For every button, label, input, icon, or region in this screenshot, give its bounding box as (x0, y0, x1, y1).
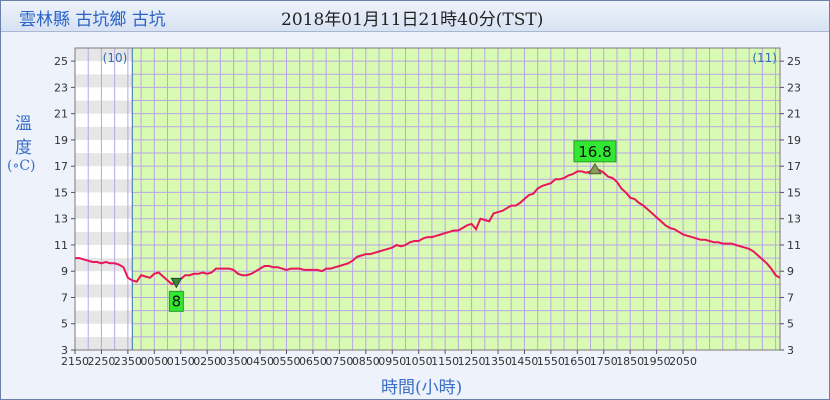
y-tick-label-left: 19 (54, 134, 68, 147)
y-tick-label-left: 21 (54, 108, 68, 121)
observation-time: 2018年01月11日21時40分(TST) (281, 10, 544, 30)
y-tick-label-left: 3 (61, 344, 68, 357)
prev-day-band (75, 244, 133, 259)
y-tick-label-right: 21 (787, 108, 801, 121)
prev-day-band (75, 113, 133, 127)
y-tick-label-left: 11 (54, 239, 68, 252)
y-tick-label-left: 7 (61, 291, 68, 304)
x-tick-label: 1750 (590, 355, 618, 368)
prev-day-band (75, 271, 133, 285)
y-tick-label-right: 19 (787, 134, 801, 147)
y-tick-label-right: 9 (787, 265, 794, 278)
y-tick-label-right: 3 (787, 344, 794, 357)
y-tick-label-right: 13 (787, 213, 801, 226)
prev-day-band (75, 218, 133, 232)
x-tick-label: 1250 (458, 355, 486, 368)
x-tick-label: 1950 (643, 355, 671, 368)
x-tick-label: 1550 (537, 355, 565, 368)
y-tick-label-left: 17 (54, 160, 68, 173)
x-tick-label: 0450 (246, 355, 274, 368)
max-label: 16.8 (578, 143, 611, 161)
prev-day-band (75, 48, 133, 62)
y-axis-label-bottom: 度 (15, 138, 32, 158)
y-tick-label-right: 17 (787, 160, 801, 173)
prev-day-band (75, 284, 133, 298)
prev-day-band (75, 61, 133, 75)
prev-day-band (75, 87, 133, 101)
min-label-box (168, 290, 184, 312)
prev-day-band (75, 179, 133, 193)
y-axis-unit: (∘C) (7, 158, 36, 174)
prev-day-band (75, 74, 133, 88)
x-tick-label: 0050 (140, 355, 168, 368)
x-tick-label: 0950 (378, 355, 406, 368)
prev-day-band (75, 336, 133, 350)
x-tick-label: 1050 (405, 355, 433, 368)
y-axis-label-top: 溫 (15, 114, 32, 134)
x-tick-label: 0650 (299, 355, 327, 368)
x-tick-label: 1850 (616, 355, 644, 368)
prev-day-band (75, 231, 133, 245)
x-tick-label: 0250 (193, 355, 221, 368)
x-tick-label: 1150 (431, 355, 459, 368)
y-tick-label-left: 9 (61, 265, 68, 278)
y-tick-label-left: 15 (54, 186, 68, 199)
y-tick-label-left: 5 (61, 318, 68, 331)
prev-day-band (75, 323, 133, 337)
x-tick-label: 2150 (61, 355, 89, 368)
station-title: 雲林縣 古坑鄉 古坑 (19, 10, 166, 30)
prev-day-band (75, 100, 133, 114)
x-tick-label: 2050 (669, 355, 697, 368)
min-marker-icon (170, 277, 183, 289)
y-tick-label-right: 25 (787, 55, 801, 68)
y-tick-label-right: 5 (787, 318, 794, 331)
prev-day-band (75, 192, 133, 206)
y-tick-label-left: 23 (54, 81, 68, 94)
x-tick-label: 0150 (167, 355, 195, 368)
plot-border (74, 47, 781, 351)
prev-day-band (75, 297, 133, 311)
y-tick-label-right: 15 (787, 186, 801, 199)
x-tick-label: 0550 (273, 355, 301, 368)
min-label: 8 (172, 292, 182, 310)
x-tick-label: 0750 (325, 355, 353, 368)
x-axis-label: 時間(小時) (381, 378, 463, 398)
prev-day-band (75, 126, 133, 140)
x-tick-label: 1650 (563, 355, 591, 368)
x-tick-label: 2350 (114, 355, 142, 368)
prev-day-band (75, 166, 133, 180)
x-tick-label: 1350 (484, 355, 512, 368)
day-marker-right: (11) (752, 51, 777, 65)
current-day-region (132, 48, 780, 350)
x-tick-label: 1450 (510, 355, 538, 368)
prev-day-band (75, 139, 133, 154)
y-tick-label-left: 25 (54, 55, 68, 68)
x-tick-label: 0350 (220, 355, 248, 368)
temperature-line (75, 167, 781, 286)
prev-day-band (75, 205, 133, 219)
prev-day-band (75, 153, 133, 167)
x-tick-label: 0850 (352, 355, 380, 368)
max-marker-icon (588, 162, 602, 175)
y-tick-label-left: 13 (54, 213, 68, 226)
y-tick-label-right: 23 (787, 81, 801, 94)
max-label-box (573, 140, 617, 163)
y-tick-label-right: 7 (787, 291, 794, 304)
header-bar: 雲林縣 古坑鄉 古坑 2018年01月11日21時40分(TST) (1, 1, 829, 32)
y-tick-label-right: 11 (787, 239, 801, 252)
x-tick-label: 2250 (87, 355, 115, 368)
day-marker-left: (10) (103, 51, 128, 65)
prev-day-band (75, 310, 133, 324)
